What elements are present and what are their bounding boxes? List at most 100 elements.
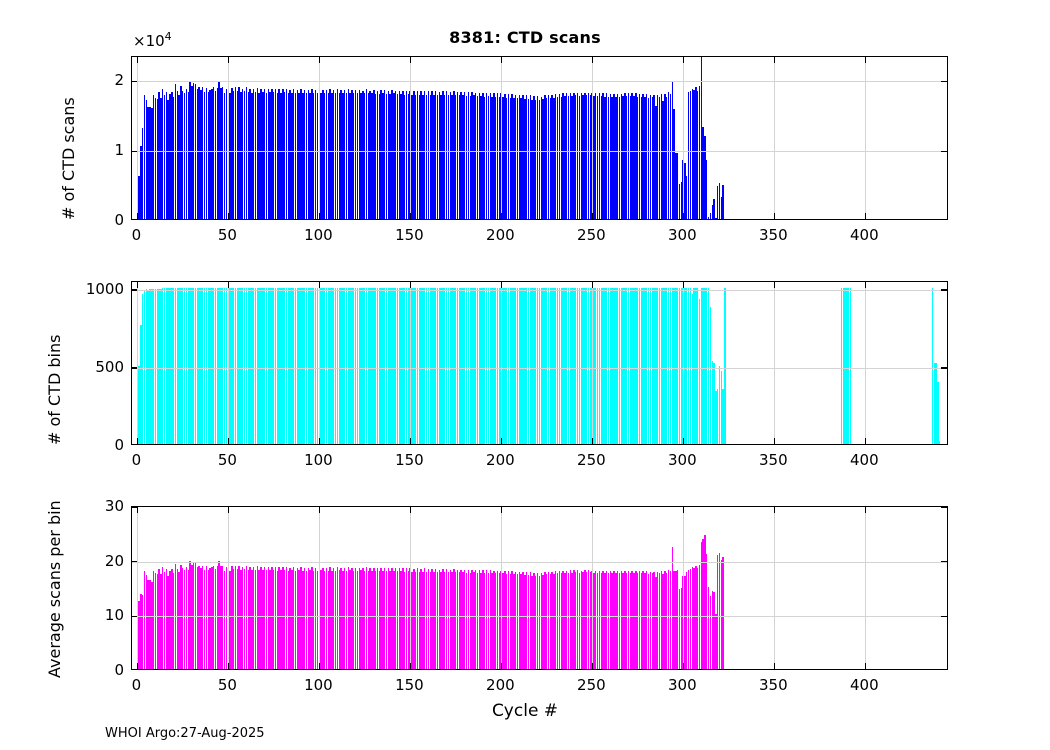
bar: [937, 381, 939, 444]
bar: [256, 566, 259, 669]
bar: [689, 287, 692, 444]
bar: [606, 570, 608, 669]
bar: [385, 94, 388, 219]
bar: [556, 96, 559, 219]
bar: [291, 92, 293, 219]
bar: [718, 553, 721, 669]
bar: [229, 287, 231, 444]
bar: [404, 94, 406, 219]
bar: [609, 571, 612, 669]
bar: [642, 287, 644, 444]
bar: [178, 288, 180, 444]
bar: [254, 569, 257, 669]
bar: [713, 592, 715, 669]
bar: [167, 288, 169, 444]
bar: [411, 287, 413, 444]
bar: [447, 95, 450, 219]
gridline-vertical: [501, 507, 503, 669]
bar: [378, 571, 380, 669]
bar: [318, 287, 320, 444]
bar: [635, 287, 637, 444]
bar: [138, 175, 140, 219]
bar: [500, 93, 502, 219]
bar: [445, 568, 448, 669]
bar: [262, 92, 264, 219]
bar: [631, 570, 633, 669]
bar: [487, 96, 490, 219]
bar: [484, 573, 486, 669]
bar: [314, 89, 317, 219]
bar: [698, 298, 701, 444]
bar: [192, 287, 195, 444]
bar: [695, 287, 697, 444]
bar: [222, 287, 224, 444]
y-tick-label: 0: [114, 211, 124, 229]
ylabel-avg-scans: Average scans per bin: [45, 500, 64, 678]
bar: [458, 287, 461, 444]
bar: [414, 571, 417, 669]
bar: [287, 93, 289, 219]
x-tick-mark: [136, 663, 139, 669]
bar: [263, 89, 266, 219]
x-tick-mark: [318, 213, 321, 219]
bar: [638, 94, 641, 219]
bar: [460, 287, 462, 444]
gridline-vertical: [774, 282, 776, 444]
bar: [338, 92, 340, 219]
bar: [440, 95, 442, 219]
bar: [413, 287, 415, 444]
bar: [347, 567, 350, 669]
gridline-vertical: [592, 282, 594, 444]
bar: [938, 440, 941, 444]
bar: [231, 287, 233, 444]
bar: [498, 573, 501, 669]
y-tick-mark: [941, 615, 947, 618]
bar: [480, 572, 482, 669]
x-tick-label: 50: [217, 451, 237, 469]
bar: [249, 566, 251, 669]
bar: [720, 559, 723, 669]
bar: [309, 287, 311, 444]
x-tick-mark: [682, 507, 685, 513]
bar: [345, 287, 348, 444]
bar: [518, 571, 521, 669]
bar: [156, 574, 158, 669]
x-tick-label: 0: [131, 451, 142, 469]
bar: [715, 614, 717, 669]
bar: [169, 570, 171, 669]
bar: [384, 89, 386, 219]
bar: [303, 567, 306, 669]
bar: [562, 287, 564, 444]
bar: [329, 287, 331, 444]
bar: [493, 93, 495, 219]
bar: [558, 94, 561, 219]
bar: [191, 287, 193, 444]
bar: [700, 287, 703, 444]
bar: [347, 287, 350, 444]
bar: [320, 92, 322, 219]
bar: [172, 288, 175, 444]
bar: [627, 287, 630, 444]
bar: [309, 92, 311, 219]
bar: [671, 81, 673, 219]
bar: [433, 94, 435, 219]
panel-avg-scans: Average scans per bin 0 10 20 30 0 50 100 150 20…: [45, 497, 948, 694]
bar: [413, 91, 415, 219]
bar: [174, 288, 177, 444]
bar: [251, 92, 253, 219]
bar: [298, 92, 300, 219]
bar: [682, 287, 684, 444]
bar: [163, 95, 166, 219]
x-tick-label: 150: [395, 226, 424, 244]
bar: [696, 568, 699, 669]
bar: [262, 569, 264, 669]
bar: [467, 287, 470, 444]
bar: [693, 287, 695, 444]
bar: [587, 92, 590, 219]
bar: [203, 287, 206, 444]
bar: [407, 287, 410, 444]
gridline-vertical: [410, 282, 412, 444]
x-tick-mark: [864, 57, 866, 63]
bar: [391, 287, 393, 444]
bar: [205, 287, 208, 444]
